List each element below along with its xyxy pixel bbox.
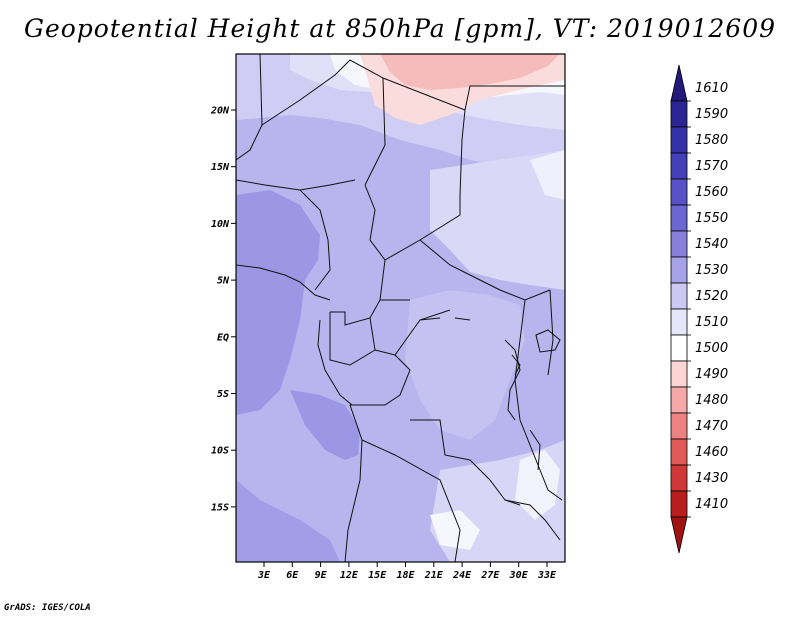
colorbar-swatch [670,386,688,414]
field-1520-northeast [430,150,565,290]
colorbar-cap-bottom [670,516,688,554]
colorbar-label: 1530 [695,263,728,278]
colorbar-label: 1590 [695,107,728,122]
colorbar-label: 1500 [695,341,728,356]
colorbar-label: 1560 [695,185,728,200]
lon-label: 21E [424,570,444,581]
country-borders [236,54,565,562]
colorbar-swatch [670,126,688,154]
colorbar-label: 1540 [695,237,728,252]
lat-label: 10N [211,219,230,230]
lon-label: 9E [315,570,328,581]
colorbar-swatch [670,334,688,362]
colorbar-label: 1460 [695,445,728,460]
colorbar-label: 1430 [695,471,728,486]
colorbar-label: 1570 [695,159,728,174]
lon-label: 15E [368,570,387,581]
colorbar-label: 1580 [695,133,728,148]
colorbar-swatch [670,256,688,284]
lat-label: 10S [211,446,229,457]
colorbar-label: 1510 [695,315,728,330]
colorbar-label: 1480 [695,393,728,408]
map-frame [235,53,566,563]
field-1510-south [430,510,480,550]
colorbar-label: 1520 [695,289,728,304]
colorbar-label: 1550 [695,211,728,226]
map-title: Geopotential Height at 850hPa [gpm], VT:… [23,14,777,43]
field-1550-southwest [236,480,340,562]
lon-label: 12E [340,570,359,581]
colorbar-swatch [670,360,688,388]
lon-label: 30E [509,570,529,581]
colorbar-swatch [670,152,688,180]
lat-label: 5S [217,389,229,400]
colorbar-swatch [670,438,688,466]
longitude-labels: 3E 6E 9E 12E 15E 18E 21E 24E 27E 30E 33E [257,562,557,581]
map-plot [236,54,565,562]
lat-label: EQ [217,332,229,343]
field-1510-southeast [515,450,560,520]
lon-label: 18E [396,570,415,581]
colorbar-swatch [670,230,688,258]
colorbar-swatch [670,308,688,336]
colorbar-swatch [670,412,688,440]
colorbar-label: 1610 [695,81,728,96]
lon-label: 3E [257,570,271,581]
lat-label: 15S [211,502,229,513]
lon-label: 27E [480,570,500,581]
lon-label: 24E [452,570,472,581]
lat-label: 5N [217,276,230,287]
latitude-labels: 20N 15N 10N 5N EQ 5S 10S 15S [210,106,236,513]
field-1530-central [405,290,525,440]
colorbar-swatch [670,204,688,232]
colorbar-swatch [670,490,688,518]
field-1490-north [380,54,560,90]
colorbar-swatch [670,100,688,128]
lat-label: 15N [211,162,230,173]
lon-label: 33E [537,570,557,581]
lon-label: 6E [286,570,299,581]
colorbar: 1610 1590 1580 1570 1560 1550 1540 1530 1520 1510… [670,64,728,554]
colorbar-cap-top [670,64,688,102]
colorbar-label: 1490 [695,367,728,382]
grads-credit: GrADS: IGES/COLA [4,603,91,613]
colorbar-swatch [670,178,688,206]
field-1510-northeast [530,150,565,200]
colorbar-swatch [670,464,688,492]
colorbar-swatch [670,282,688,310]
field-1550-south [290,390,360,460]
colorbar-label: 1470 [695,419,728,434]
field-1550-west [236,190,320,415]
colorbar-label: 1410 [695,497,728,512]
lat-label: 20N [210,106,230,117]
